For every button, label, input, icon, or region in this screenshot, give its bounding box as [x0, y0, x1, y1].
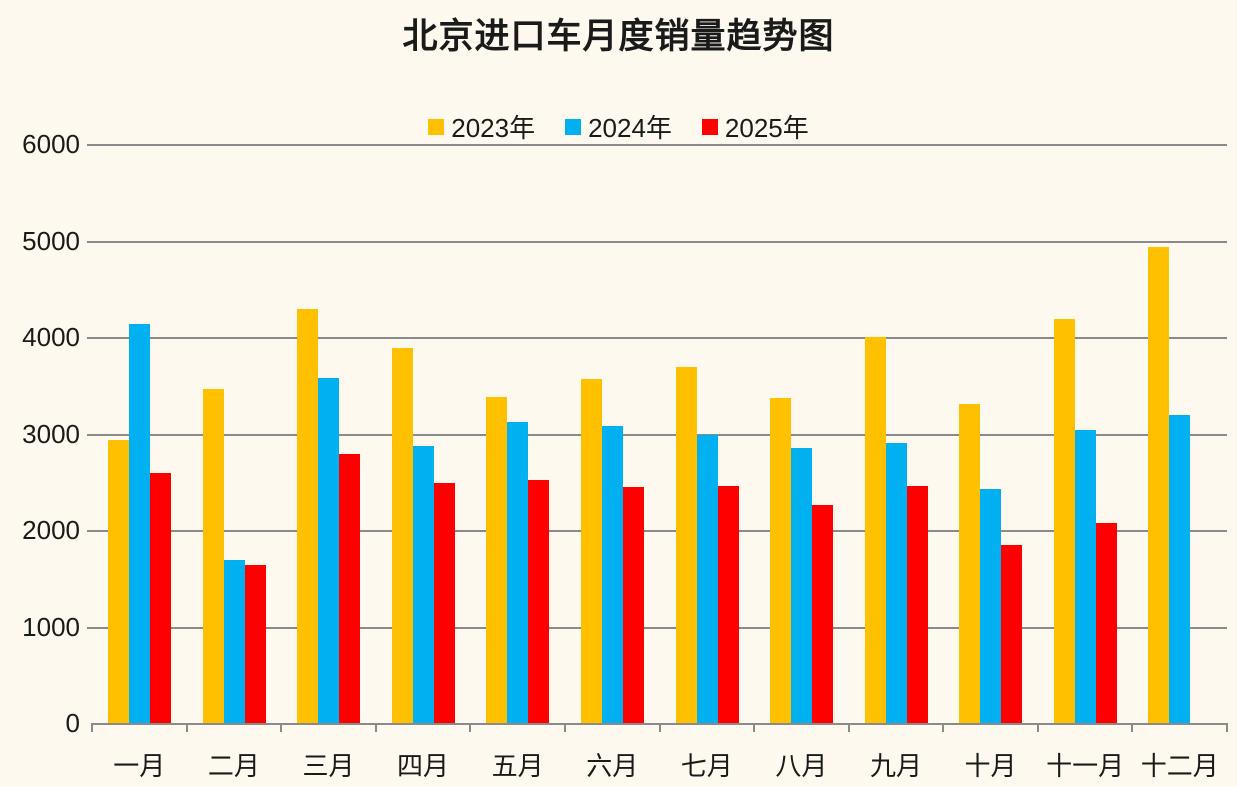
x-axis-tick: [185, 723, 188, 732]
bar-2025年-一月: [150, 473, 171, 723]
bar-2025年-十月: [1001, 545, 1023, 723]
x-axis-label-十月: 十月: [964, 751, 1017, 781]
legend-item-2023年: 2023年: [428, 108, 535, 145]
legend-label: 2025年: [724, 113, 809, 143]
bar-2023年-十一月: [1053, 318, 1075, 723]
bar-2023年-一月: [108, 440, 129, 723]
x-axis-tick: [1036, 723, 1039, 732]
x-axis-tick: [469, 723, 472, 732]
bar-2024年-四月: [412, 446, 434, 723]
bar-2025年-九月: [906, 485, 928, 723]
x-axis-tick: [91, 723, 93, 732]
x-axis-label-五月: 五月: [491, 751, 544, 781]
legend-swatch-icon: [701, 118, 718, 135]
gridline-1000: [87, 626, 1227, 629]
gridline-2000: [87, 530, 1227, 532]
x-axis-label-九月: 九月: [869, 751, 922, 781]
bar-2023年-八月: [770, 397, 792, 723]
x-axis-label-十二月: 十二月: [1140, 751, 1219, 781]
x-axis-tick: [374, 723, 377, 732]
bar-2023年-十月: [959, 403, 981, 723]
bar-2025年-八月: [812, 504, 834, 723]
x-axis-tick: [942, 723, 945, 732]
gridline-5000: [87, 240, 1227, 243]
y-axis-label-4000: 4000: [22, 322, 80, 352]
bar-2024年-二月: [223, 559, 245, 723]
y-axis-label-5000: 5000: [22, 225, 80, 256]
x-axis-label-八月: 八月: [775, 751, 828, 781]
bar-2023年-九月: [864, 337, 886, 723]
bar-2024年-八月: [791, 447, 813, 723]
bar-2023年-十二月: [1148, 247, 1170, 723]
x-axis-tick: [1226, 723, 1228, 732]
bar-2024年-七月: [696, 435, 718, 723]
x-axis-label-四月: 四月: [397, 751, 450, 781]
x-axis-tick: [847, 723, 850, 732]
y-axis-label-3000: 3000: [22, 418, 80, 449]
y-axis-label-0: 0: [65, 708, 80, 738]
x-axis-label-七月: 七月: [680, 751, 733, 781]
x-axis-label-二月: 二月: [207, 751, 260, 781]
bar-2023年-七月: [675, 366, 697, 723]
legend: 2023年 2024年 2025年: [0, 108, 1237, 145]
bar-2024年-六月: [601, 425, 623, 723]
gridline-3000: [87, 433, 1227, 436]
x-axis-tick: [563, 723, 566, 732]
y-axis-label-6000: 6000: [22, 129, 80, 159]
bar-2023年-四月: [391, 347, 413, 723]
legend-item-2025年: 2025年: [701, 108, 809, 145]
y-axis-label-1000: 1000: [22, 611, 80, 642]
legend-item-2024年: 2024年: [565, 108, 672, 145]
bar-2023年-二月: [202, 389, 224, 723]
y-axis-label-2000: 2000: [22, 515, 80, 545]
bar-2025年-二月: [244, 564, 266, 723]
bar-2024年-三月: [318, 377, 340, 723]
bar-2024年-十二月: [1169, 415, 1191, 723]
bar-2024年-一月: [129, 323, 150, 723]
x-axis-label-三月: 三月: [302, 751, 355, 781]
bar-2023年-三月: [297, 309, 319, 723]
x-axis-label-十一月: 十一月: [1046, 751, 1125, 781]
bar-2023年-五月: [486, 396, 508, 723]
chart-title: 北京进口车月度销量趋势图: [402, 17, 835, 56]
bar-2025年-七月: [717, 485, 739, 723]
x-axis-tick: [1131, 723, 1134, 732]
bar-2024年-十一月: [1074, 429, 1096, 723]
legend-swatch-icon: [565, 118, 582, 135]
bar-2025年-四月: [433, 482, 455, 723]
x-axis-tick: [658, 723, 661, 732]
x-axis-label-六月: 六月: [586, 751, 639, 781]
bar-2023年-六月: [580, 378, 602, 723]
x-axis-tick: [753, 723, 756, 732]
bar-2025年-五月: [528, 479, 550, 723]
bar-2024年-九月: [885, 443, 907, 723]
legend-swatch-icon: [428, 118, 445, 135]
legend-label: 2024年: [588, 113, 672, 143]
bar-2025年-六月: [622, 486, 644, 723]
bar-2025年-三月: [339, 453, 361, 723]
x-axis-tick: [280, 723, 283, 732]
gridline-6000: [87, 144, 1227, 146]
gridline-4000: [87, 337, 1227, 339]
bar-2024年-五月: [507, 421, 529, 723]
bar-2024年-十月: [980, 488, 1002, 723]
plot-area: [87, 144, 1227, 725]
bar-2025年-十一月: [1095, 523, 1117, 723]
x-axis-label-一月: 一月: [113, 751, 166, 781]
legend-label: 2023年: [451, 113, 536, 143]
